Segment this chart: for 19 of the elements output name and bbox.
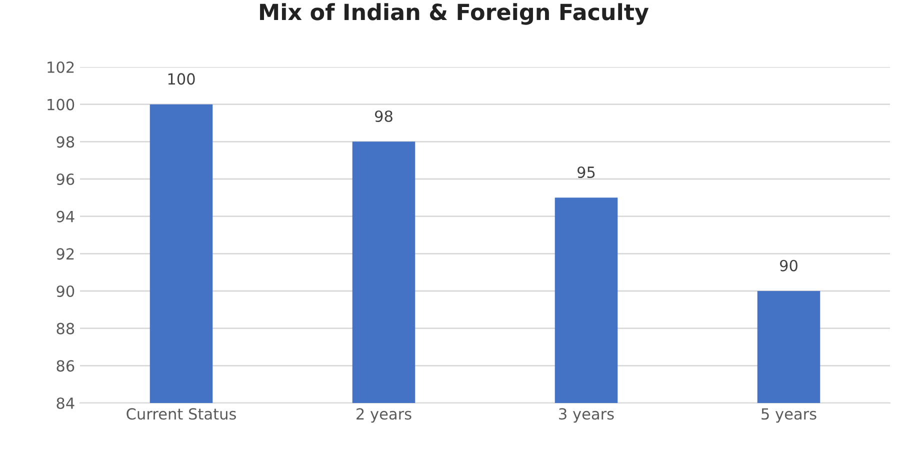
y-tick-label: 92	[56, 248, 74, 260]
y-tick-label: 102	[48, 61, 74, 74]
data-label: 100	[168, 73, 195, 85]
y-tick-label: 98	[56, 136, 74, 148]
y-tick-label: 86	[56, 360, 74, 372]
chart-title: Mix of Indian & Foreign Faculty	[260, 3, 649, 25]
x-tick-label: 2 years	[356, 408, 412, 423]
y-tick-label: 90	[56, 285, 74, 298]
data-label: 98	[374, 110, 392, 122]
y-tick-label: 88	[56, 322, 74, 334]
data-label: 90	[780, 260, 798, 272]
x-tick-label: Current Status	[126, 408, 236, 420]
y-tick-label: 94	[56, 210, 74, 222]
x-tick-label: 3 years	[559, 408, 614, 423]
y-tick-label: 96	[56, 173, 74, 186]
x-tick-label: 5 years	[762, 408, 816, 423]
y-tick-label: 84	[56, 397, 74, 410]
y-tick-label: 100	[48, 98, 74, 110]
data-label: 95	[577, 166, 595, 178]
